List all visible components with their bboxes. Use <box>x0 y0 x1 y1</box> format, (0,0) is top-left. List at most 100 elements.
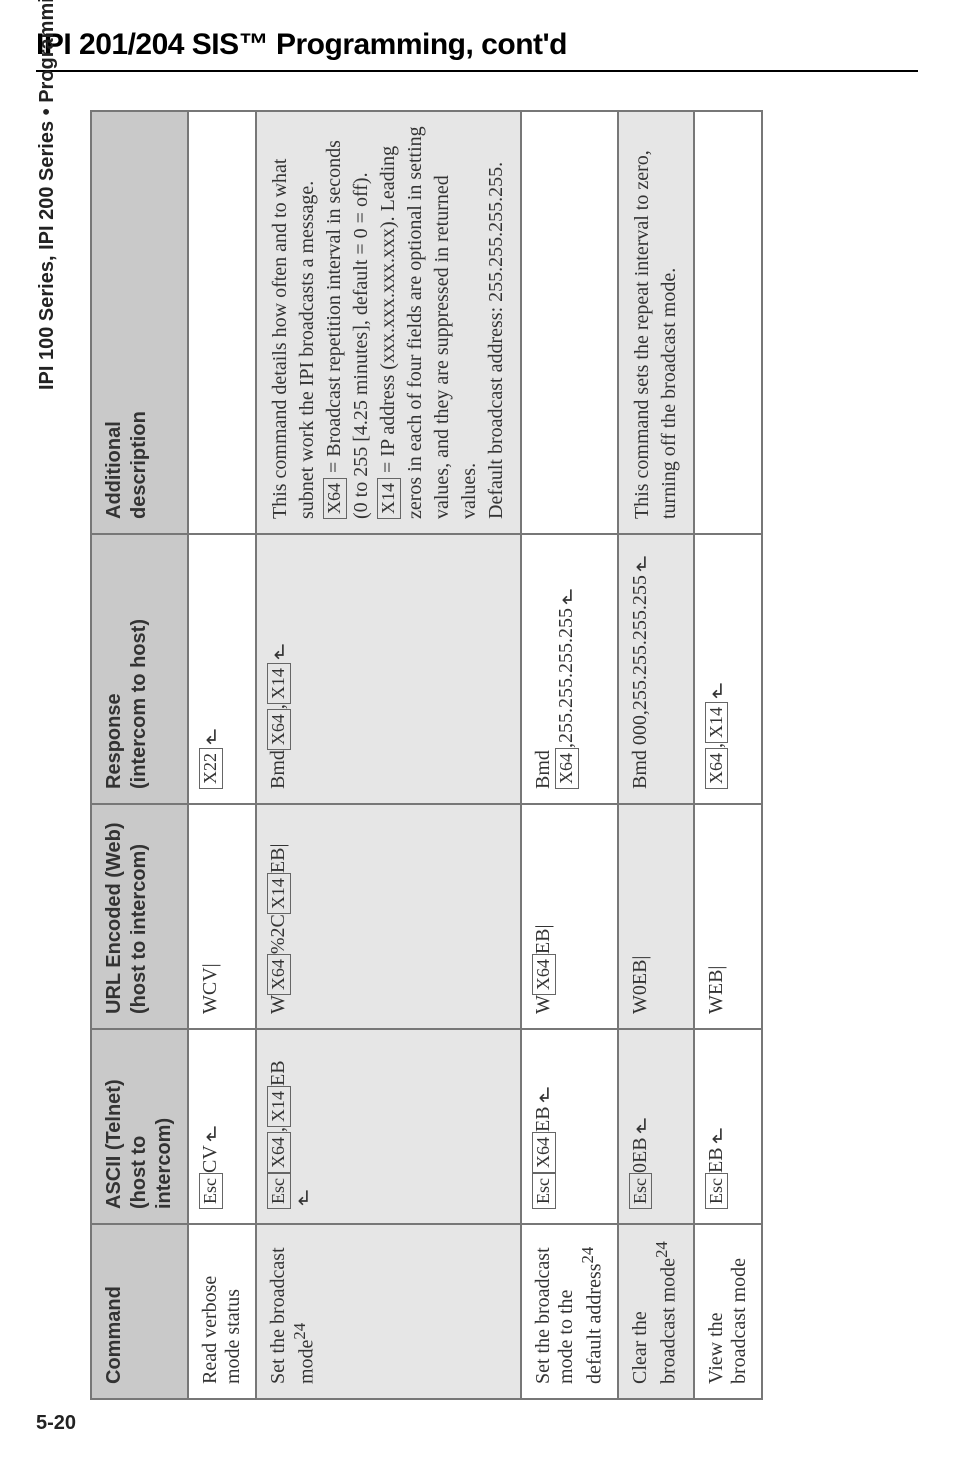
x-box: X14 <box>267 1086 291 1127</box>
bar: | <box>629 956 652 960</box>
esc-box: Esc <box>629 1173 653 1209</box>
ascii-cell: EscEB↲ <box>694 1029 762 1224</box>
ascii-text: 0EB <box>629 1137 652 1173</box>
x-box: X64 <box>705 748 729 789</box>
return-icon: ↲ <box>271 640 288 665</box>
x-box: X64 <box>267 1132 291 1173</box>
page-number: 5-20 <box>36 1412 76 1435</box>
url-cell: WEB| <box>694 804 762 1029</box>
ascii-cell: EscX64EB↲ <box>521 1029 618 1224</box>
url-text: WCV <box>199 967 222 1014</box>
desc-cell <box>694 111 762 534</box>
return-icon: ↲ <box>633 552 650 577</box>
cmd-cell: Set the broadcast mode to the default ad… <box>521 1224 618 1399</box>
resp-text: Bmd <box>532 750 555 789</box>
side-text: IPI 100 Series, IPI 200 Series • Program… <box>36 0 59 390</box>
url-text: EB <box>267 848 290 874</box>
table-header-row: Command ASCII (Telnet) (host to intercom… <box>91 111 188 1399</box>
desc-text: = Broadcast repetition interval in secon… <box>323 140 372 519</box>
cmd-sup: 24 <box>578 1247 597 1264</box>
cmd-cell: View the broadcast mode <box>694 1224 762 1399</box>
url-cell: W0EB| <box>618 804 694 1029</box>
cmd-cell: Clear the broadcast mode24 <box>618 1224 694 1399</box>
ascii-text: EB <box>267 1060 290 1086</box>
cmd-text: Set the broadcast mode to the default ad… <box>532 1247 606 1384</box>
desc-cell <box>521 111 618 534</box>
x-box: X64 <box>267 954 291 995</box>
x-box: X64 <box>323 478 347 519</box>
resp-text: Bmd 000,255.255.255.255 <box>629 575 652 789</box>
return-icon: ↲ <box>559 585 576 610</box>
desc-text: = IP address (xxx.xxx.xxx.xxx). Leading … <box>377 126 480 519</box>
url-cell: WX64EB| <box>521 804 618 1029</box>
x-box: X64 <box>267 709 291 750</box>
x-box: X14 <box>705 702 729 743</box>
x-box: X64 <box>555 748 579 789</box>
title-rule <box>36 70 918 72</box>
esc-box: Esc <box>199 1173 223 1209</box>
desc-text: This command details how often and to wh… <box>269 159 318 519</box>
bar: | <box>532 925 555 929</box>
bar: | <box>267 844 290 848</box>
resp-cell: X64,X14↲ <box>694 534 762 804</box>
table-row: View the broadcast mode EscEB↲ WEB| X64,… <box>694 111 762 1399</box>
x-box: X14 <box>267 873 291 914</box>
table-row: Read verbose mode status EscCV↲ WCV| X22… <box>188 111 256 1399</box>
url-text: EB <box>532 929 555 955</box>
command-table: Command ASCII (Telnet) (host to intercom… <box>90 110 763 1400</box>
return-icon: ↲ <box>709 1125 726 1150</box>
url-text: %2C <box>267 914 290 954</box>
x-box: X22 <box>199 748 223 789</box>
sep: , <box>267 1127 290 1132</box>
cmd-sup: 24 <box>290 1323 309 1340</box>
return-icon: ↲ <box>536 1084 553 1109</box>
cmd-cell: Set the broadcast mode24 <box>256 1224 521 1399</box>
th-command: Command <box>91 1224 188 1399</box>
table-row: Set the broadcast mode24 EscX64,X14EB↲ W… <box>256 111 521 1399</box>
sep: , <box>267 704 290 709</box>
x-box: X64 <box>532 1132 556 1173</box>
ascii-text: EB <box>532 1106 555 1132</box>
rotated-table-wrapper: Command ASCII (Telnet) (host to intercom… <box>90 110 763 1400</box>
return-icon: ↲ <box>709 679 726 704</box>
resp-text: ,255.255.255.255 <box>555 608 578 748</box>
resp-text: Bmd <box>267 750 290 789</box>
url-text: WEB <box>705 970 728 1014</box>
bar: | <box>705 966 728 970</box>
content-area: Command ASCII (Telnet) (host to intercom… <box>90 110 894 1405</box>
th-url: URL Encoded (Web) (host to intercom) <box>91 804 188 1029</box>
x-box: X14 <box>267 663 291 704</box>
desc-cell: This command sets the repeat interval to… <box>618 111 694 534</box>
ascii-cell: Esc0EB↲ <box>618 1029 694 1224</box>
ascii-text: CV <box>199 1145 222 1173</box>
resp-cell: Bmd X64,X14↲ <box>256 534 521 804</box>
resp-cell: Bmd 000,255.255.255.255↲ <box>618 534 694 804</box>
ascii-cell: EscCV↲ <box>188 1029 256 1224</box>
url-text: W0EB <box>629 960 652 1014</box>
esc-box: Esc <box>705 1173 729 1209</box>
resp-cell: Bmd X64,255.255.255.255↲ <box>521 534 618 804</box>
ascii-text: EB <box>705 1147 728 1173</box>
desc-text: Default broadcast address: 255.255.255.2… <box>485 162 507 519</box>
x-box: X14 <box>377 478 401 519</box>
table-row: Clear the broadcast mode24 Esc0EB↲ W0EB|… <box>618 111 694 1399</box>
page-title: IPI 201/204 SIS™ Programming, cont'd <box>0 0 954 70</box>
return-icon: ↲ <box>295 1186 312 1211</box>
return-icon: ↲ <box>633 1115 650 1140</box>
url-cell: WCV| <box>188 804 256 1029</box>
th-desc: Additional description <box>91 111 188 534</box>
cmd-text: Clear the broadcast mode <box>629 1258 680 1384</box>
ascii-cell: EscX64,X14EB ↲ <box>256 1029 521 1224</box>
cmd-text: Set the broadcast mode <box>267 1247 318 1384</box>
cmd-cell: Read verbose mode status <box>188 1224 256 1399</box>
table-row: Set the broadcast mode to the default ad… <box>521 111 618 1399</box>
desc-cell: This command details how often and to wh… <box>256 111 521 534</box>
return-icon: ↲ <box>203 1122 220 1147</box>
desc-cell <box>188 111 256 534</box>
esc-box: Esc <box>267 1173 291 1209</box>
url-text: W <box>532 995 555 1014</box>
url-text: W <box>267 995 290 1014</box>
sep: , <box>705 743 728 748</box>
x-box: X64 <box>532 954 556 995</box>
url-cell: WX64%2CX14EB| <box>256 804 521 1029</box>
